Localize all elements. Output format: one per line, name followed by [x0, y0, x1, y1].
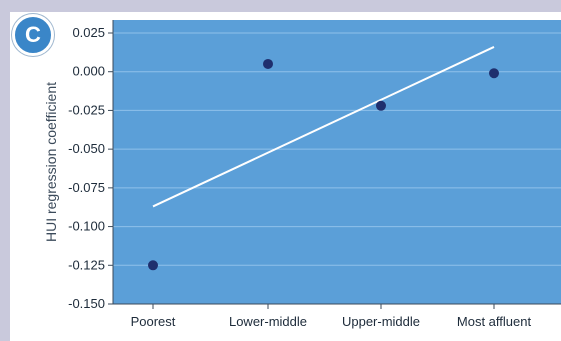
data-point: [376, 100, 386, 111]
y-tick-label: 0.000: [72, 64, 105, 79]
x-tick-label: Poorest: [131, 314, 176, 329]
plot-area: [113, 20, 561, 304]
y-tick-label: -0.100: [68, 219, 105, 234]
y-tick-label: -0.150: [68, 296, 105, 311]
x-tick-label: Lower-middle: [229, 314, 307, 329]
data-point: [263, 58, 273, 69]
trend-line: [152, 46, 495, 208]
y-tick-label: -0.050: [68, 141, 105, 156]
x-tick-label: Most affluent: [457, 314, 532, 329]
y-axis-title: HUI regression coefficient: [43, 82, 59, 242]
y-tick-label: -0.075: [68, 180, 105, 195]
data-point: [489, 68, 499, 79]
y-tick-label: 0.025: [72, 25, 105, 40]
x-tick-label: Upper-middle: [342, 314, 420, 329]
y-tick-label: -0.125: [68, 257, 105, 272]
panel-badge: C: [12, 14, 54, 56]
y-tick-label: -0.025: [68, 102, 105, 117]
data-point: [148, 260, 158, 271]
